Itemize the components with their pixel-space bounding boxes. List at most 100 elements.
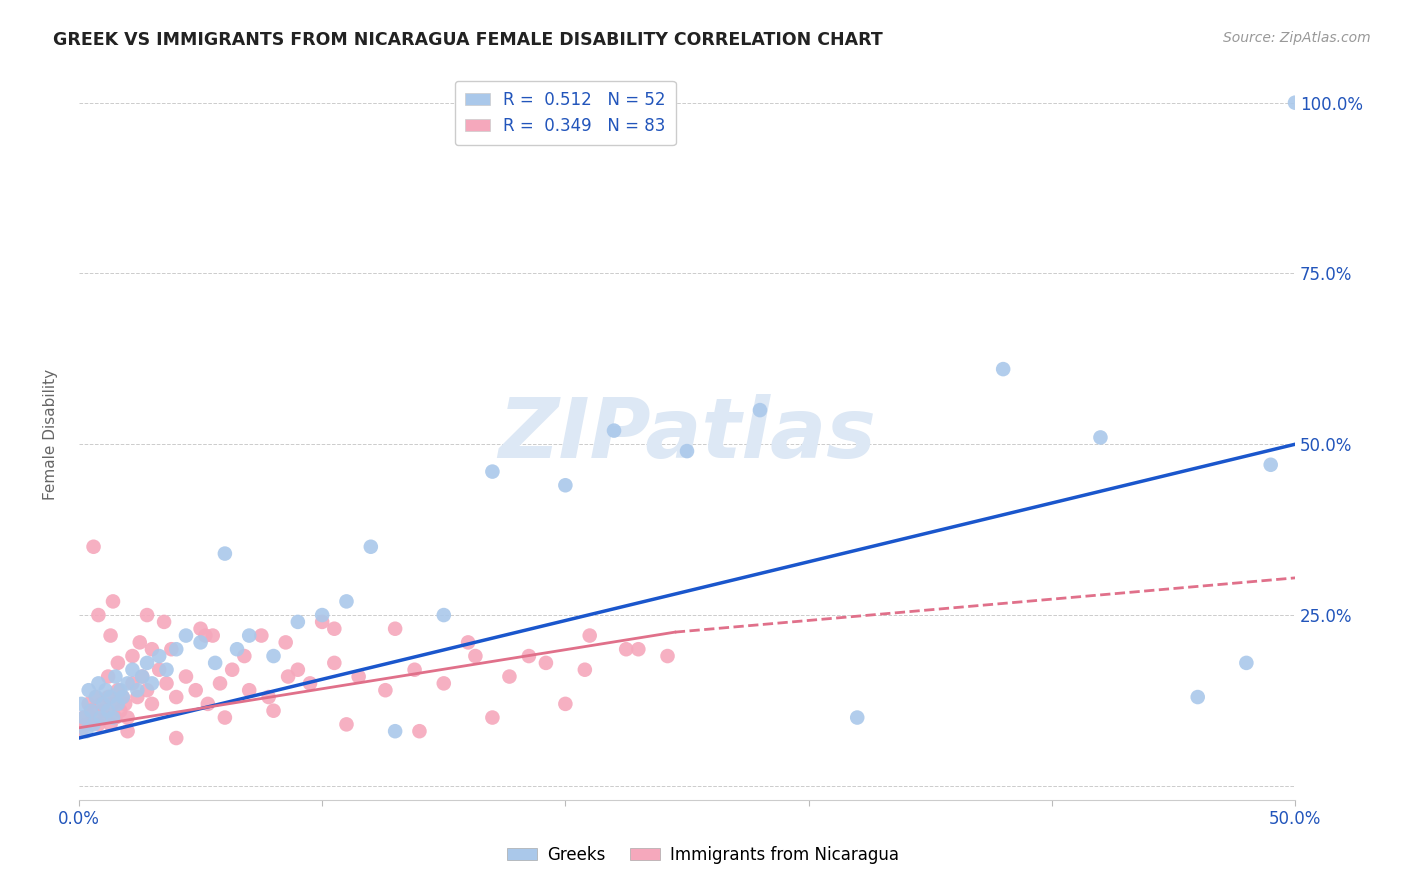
Point bbox=[131, 669, 153, 683]
Point bbox=[83, 540, 105, 554]
Point bbox=[121, 648, 143, 663]
Point bbox=[70, 724, 93, 739]
Point bbox=[83, 717, 105, 731]
Point bbox=[208, 676, 231, 690]
Text: ZIPatlas: ZIPatlas bbox=[498, 393, 876, 475]
Point bbox=[238, 683, 260, 698]
Point bbox=[263, 704, 285, 718]
Point bbox=[117, 724, 139, 739]
Point bbox=[287, 615, 309, 629]
Point bbox=[165, 642, 187, 657]
Legend: Greeks, Immigrants from Nicaragua: Greeks, Immigrants from Nicaragua bbox=[501, 839, 905, 871]
Point bbox=[97, 690, 120, 704]
Point bbox=[404, 663, 426, 677]
Point bbox=[80, 704, 103, 718]
Point bbox=[226, 642, 249, 657]
Point bbox=[498, 669, 520, 683]
Point bbox=[221, 663, 243, 677]
Point bbox=[534, 656, 557, 670]
Point bbox=[155, 663, 177, 677]
Point bbox=[1234, 656, 1257, 670]
Point bbox=[433, 608, 456, 623]
Point bbox=[155, 676, 177, 690]
Point bbox=[194, 629, 217, 643]
Point bbox=[657, 648, 679, 663]
Point bbox=[136, 656, 159, 670]
Point bbox=[190, 635, 212, 649]
Legend: R =  0.512   N = 52, R =  0.349   N = 83: R = 0.512 N = 52, R = 0.349 N = 83 bbox=[456, 80, 676, 145]
Point bbox=[75, 717, 97, 731]
Text: Source: ZipAtlas.com: Source: ZipAtlas.com bbox=[1223, 31, 1371, 45]
Point bbox=[174, 629, 197, 643]
Point bbox=[554, 697, 576, 711]
Point bbox=[107, 656, 129, 670]
Point bbox=[335, 594, 357, 608]
Point bbox=[131, 669, 153, 683]
Point bbox=[204, 656, 226, 670]
Point bbox=[90, 710, 112, 724]
Point bbox=[91, 697, 114, 711]
Point bbox=[614, 642, 637, 657]
Point bbox=[117, 676, 139, 690]
Point bbox=[77, 683, 100, 698]
Point bbox=[141, 676, 163, 690]
Point bbox=[70, 697, 93, 711]
Point bbox=[107, 683, 129, 698]
Point bbox=[100, 717, 122, 731]
Point bbox=[100, 629, 122, 643]
Point bbox=[311, 615, 333, 629]
Point bbox=[94, 710, 117, 724]
Point bbox=[73, 710, 96, 724]
Point bbox=[257, 690, 280, 704]
Point bbox=[190, 622, 212, 636]
Point bbox=[80, 717, 103, 731]
Point bbox=[87, 608, 110, 623]
Point bbox=[457, 635, 479, 649]
Point bbox=[1284, 95, 1306, 110]
Point bbox=[578, 629, 600, 643]
Point bbox=[127, 690, 149, 704]
Point bbox=[214, 710, 236, 724]
Text: GREEK VS IMMIGRANTS FROM NICARAGUA FEMALE DISABILITY CORRELATION CHART: GREEK VS IMMIGRANTS FROM NICARAGUA FEMAL… bbox=[53, 31, 883, 49]
Point bbox=[517, 648, 540, 663]
Point bbox=[233, 648, 256, 663]
Point bbox=[121, 663, 143, 677]
Point bbox=[153, 615, 176, 629]
Point bbox=[80, 704, 103, 718]
Point bbox=[197, 697, 219, 711]
Point bbox=[1090, 430, 1112, 444]
Y-axis label: Female Disability: Female Disability bbox=[44, 368, 58, 500]
Point bbox=[1187, 690, 1209, 704]
Point bbox=[250, 629, 273, 643]
Point bbox=[101, 594, 124, 608]
Point bbox=[165, 690, 187, 704]
Point bbox=[100, 690, 122, 704]
Point bbox=[148, 648, 170, 663]
Point bbox=[347, 669, 370, 683]
Point bbox=[214, 547, 236, 561]
Point bbox=[676, 444, 699, 458]
Point bbox=[160, 642, 183, 657]
Point bbox=[94, 683, 117, 698]
Point bbox=[75, 724, 97, 739]
Point bbox=[384, 622, 406, 636]
Point bbox=[574, 663, 596, 677]
Point bbox=[554, 478, 576, 492]
Point bbox=[408, 724, 430, 739]
Point bbox=[323, 622, 346, 636]
Point bbox=[83, 710, 105, 724]
Point bbox=[846, 710, 869, 724]
Point bbox=[627, 642, 650, 657]
Point bbox=[141, 642, 163, 657]
Point bbox=[360, 540, 382, 554]
Point bbox=[110, 683, 132, 698]
Point bbox=[184, 683, 207, 698]
Point bbox=[121, 676, 143, 690]
Point bbox=[311, 608, 333, 623]
Point bbox=[165, 731, 187, 745]
Point bbox=[128, 635, 150, 649]
Point bbox=[136, 608, 159, 623]
Point bbox=[238, 629, 260, 643]
Point bbox=[298, 676, 321, 690]
Point bbox=[101, 697, 124, 711]
